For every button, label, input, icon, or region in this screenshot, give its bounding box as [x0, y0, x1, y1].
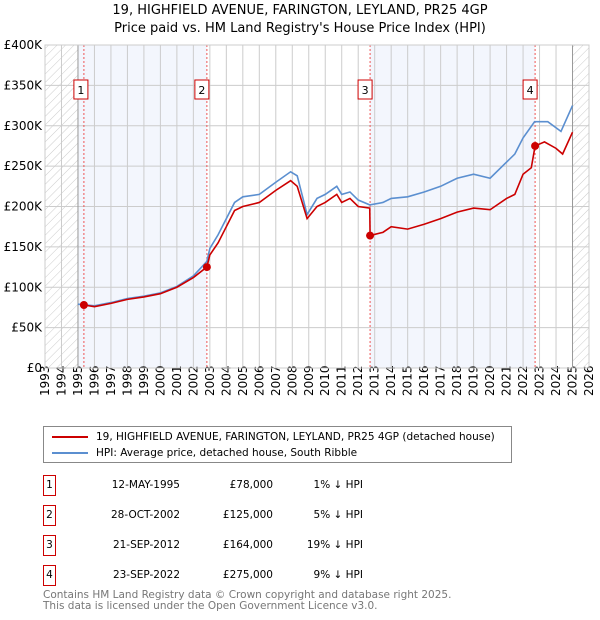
x-tick-label: 2003	[203, 365, 217, 396]
x-tick-label: 1998	[120, 365, 134, 396]
sale-price: £125,000	[222, 509, 273, 521]
x-tick-label: 2025	[566, 365, 580, 396]
y-tick-label: £50K	[11, 321, 43, 335]
sale-number: 2	[43, 505, 56, 526]
x-tick-label: 2002	[186, 365, 200, 396]
sale-label: 3	[362, 84, 369, 97]
x-tick-label: 2006	[252, 365, 266, 396]
x-tick-label: 2005	[236, 365, 250, 396]
sale-point	[531, 141, 540, 150]
y-tick-label: £250K	[4, 159, 44, 173]
hpi-line	[77, 105, 574, 307]
y-tick-label: £200K	[4, 200, 44, 214]
y-tick-label: £350K	[4, 78, 44, 92]
sale-date: 21-SEP-2012	[112, 539, 180, 551]
sale-hpi-diff: 1% ↓ HPI	[313, 479, 363, 491]
legend-property: 19, HIGHFIELD AVENUE, FARINGTON, LEYLAND…	[96, 431, 495, 443]
y-tick-label: £0	[27, 361, 42, 375]
x-tick-label: 1996	[87, 365, 101, 396]
x-tick-label: 1999	[137, 365, 151, 396]
x-tick-label: 2016	[417, 365, 431, 396]
x-tick-label: 1993	[38, 365, 52, 396]
sale-label: 1	[77, 84, 84, 97]
footer-copyright: Contains HM Land Registry data © Crown c…	[43, 589, 452, 601]
sale-hpi-diff: 19% ↓ HPI	[306, 539, 363, 551]
x-tick-label: 2020	[483, 365, 497, 396]
x-tick-label: 2000	[153, 365, 167, 396]
x-tick-label: 2001	[170, 365, 184, 396]
sale-label-box	[522, 79, 538, 100]
property-price-line	[83, 131, 574, 308]
sale-hpi-diff: 5% ↓ HPI	[313, 509, 363, 521]
x-tick-label: 1994	[54, 365, 68, 396]
title-line-2: Price paid vs. HM Land Registry's House …	[114, 21, 486, 36]
sale-date: 23-SEP-2022	[112, 569, 180, 581]
price-chart: 1993 1994 1995 1996 1997 1998 1999 2000 2001 2002…	[4, 38, 596, 396]
sale-row: 1 12-MAY-1995 £78,000 1% ↓ HPI	[43, 475, 443, 496]
chart-title: 19, HIGHFIELD AVENUE, FARINGTON, LEYLAND…	[0, 2, 600, 38]
legend: 19, HIGHFIELD AVENUE, FARINGTON, LEYLAND…	[43, 426, 512, 463]
x-tick-label: 2012	[351, 365, 365, 396]
sale-hpi-diff: 9% ↓ HPI	[313, 569, 363, 581]
legend-blue-line	[52, 452, 88, 454]
sale-label: 2	[198, 84, 205, 97]
x-tick-label: 2013	[368, 365, 382, 396]
sale-point	[366, 231, 375, 240]
x-tick-label: 2022	[516, 365, 530, 396]
x-tick-label: 2007	[269, 365, 283, 396]
x-tick-label: 2024	[549, 365, 563, 396]
y-tick-label: £100K	[4, 280, 44, 294]
sale-number: 3	[43, 535, 56, 556]
legend-hpi: HPI: Average price, detached house, Sout…	[96, 447, 358, 459]
sale-label: 4	[527, 84, 534, 97]
sale-row: 3 21-SEP-2012 £164,000 19% ↓ HPI	[43, 535, 443, 556]
x-tick-label: 2017	[434, 365, 448, 396]
sale-date: 28-OCT-2002	[111, 509, 180, 521]
x-tick-label: 2004	[219, 365, 233, 396]
x-tick-label: 1997	[104, 365, 118, 396]
x-tick-label: 2014	[384, 365, 398, 396]
x-tick-label: 2009	[302, 365, 316, 396]
sale-label-box	[357, 79, 373, 100]
sale-price: £164,000	[222, 539, 273, 551]
sale-number: 4	[43, 565, 56, 586]
sale-price: £78,000	[229, 479, 273, 491]
x-tick-label: 2023	[533, 365, 547, 396]
x-tick-label: 2019	[467, 365, 481, 396]
x-tick-label: 2018	[450, 365, 464, 396]
sale-row: 2 28-OCT-2002 £125,000 5% ↓ HPI	[43, 505, 443, 526]
x-tick-label: 2010	[318, 365, 332, 396]
x-tick-label: 2021	[500, 365, 514, 396]
x-tick-label: 2008	[285, 365, 299, 396]
title-line-1: 19, HIGHFIELD AVENUE, FARINGTON, LEYLAND…	[112, 3, 488, 18]
sale-label-box	[194, 79, 210, 100]
footer-licence: This data is licensed under the Open Gov…	[43, 600, 378, 612]
footer: Contains HM Land Registry data © Crown c…	[43, 590, 451, 612]
plot-border	[44, 44, 590, 369]
legend-red-line	[52, 436, 88, 438]
x-tick-label: 2011	[335, 365, 349, 396]
x-tick-label: 1995	[71, 365, 85, 396]
y-tick-label: £400K	[4, 38, 44, 52]
x-tick-label: 2015	[401, 365, 415, 396]
sale-date: 12-MAY-1995	[111, 479, 180, 491]
sale-point	[202, 263, 211, 272]
y-tick-label: £150K	[4, 240, 44, 254]
sale-row: 4 23-SEP-2022 £275,000 9% ↓ HPI	[43, 565, 443, 586]
sale-point	[79, 301, 88, 310]
sale-price: £275,000	[222, 569, 273, 581]
sale-number: 1	[43, 475, 56, 496]
sale-label-box	[73, 79, 89, 100]
x-tick-label: 2026	[582, 365, 596, 396]
y-tick-label: £300K	[4, 119, 44, 133]
